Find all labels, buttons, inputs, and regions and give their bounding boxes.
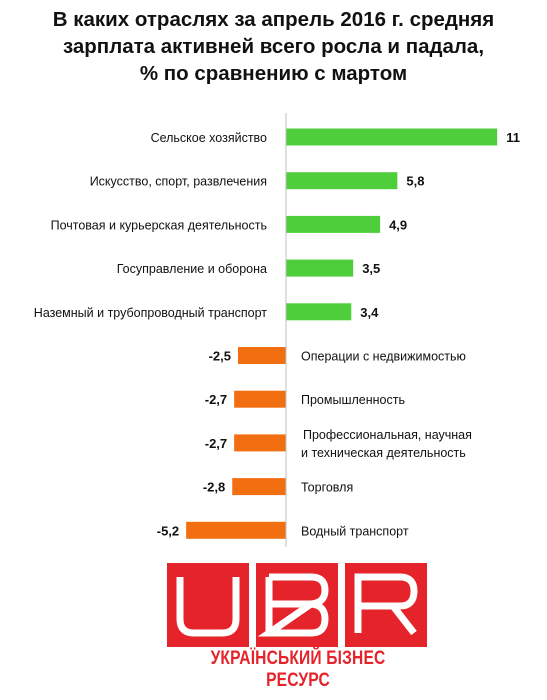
bar <box>234 434 286 452</box>
bar <box>286 215 381 233</box>
bar <box>286 259 354 277</box>
category-label: Почтовая и курьерская деятельность <box>51 218 267 232</box>
category-label: Водный транспорт <box>301 524 409 538</box>
chart-title: В каких отраслях за апрель 2016 г. средн… <box>0 6 547 87</box>
value-label: -2,7 <box>205 392 227 407</box>
value-label: 4,9 <box>389 217 407 232</box>
value-label: -2,7 <box>205 436 227 451</box>
chart-title-line-2: зарплата активней всего росла и падала, <box>62 35 485 58</box>
value-label: 11 <box>506 130 520 145</box>
value-label: 3,4 <box>360 305 379 320</box>
value-label: 5,8 <box>406 174 424 189</box>
category-label: Операции с недвижимостью <box>301 350 466 364</box>
bar <box>234 390 286 408</box>
value-label: 3,5 <box>362 261 380 276</box>
category-label: Искусство, спорт, развлечения <box>90 175 267 189</box>
category-label: Промышленность <box>301 393 405 407</box>
category-label: Профессиональная, научная и техническая д… <box>301 428 472 460</box>
category-label: Госуправление и оборона <box>117 262 267 276</box>
category-label: Наземный и трубопроводный транспорт <box>34 306 267 320</box>
logo-letter-b <box>256 563 338 647</box>
bar <box>232 478 286 496</box>
category-label: Торговля <box>301 481 353 495</box>
chart-title-line-1: В каких отраслях за апрель 2016 г. средн… <box>52 8 495 31</box>
logo-letter-r <box>345 563 427 647</box>
bar <box>286 172 398 190</box>
bar <box>286 128 498 146</box>
chart-title-line-3: % по сравнению с мартом <box>139 62 408 85</box>
value-label: -2,8 <box>203 480 225 495</box>
value-label: -2,5 <box>209 349 231 364</box>
bar <box>286 303 352 321</box>
bar-chart: 11 Сельское хозяйство 5,8 Искусство, спорт,… <box>34 113 520 547</box>
logo-letter-u <box>167 563 249 647</box>
ubr-logo <box>167 563 427 647</box>
value-label: -5,2 <box>157 523 179 538</box>
bar <box>238 347 286 364</box>
bar <box>186 521 286 539</box>
category-label: Сельское хозяйство <box>151 131 267 145</box>
logo-caption: УКРАЇНСЬКИЙ БІЗНЕС РЕСУРС <box>210 648 386 691</box>
